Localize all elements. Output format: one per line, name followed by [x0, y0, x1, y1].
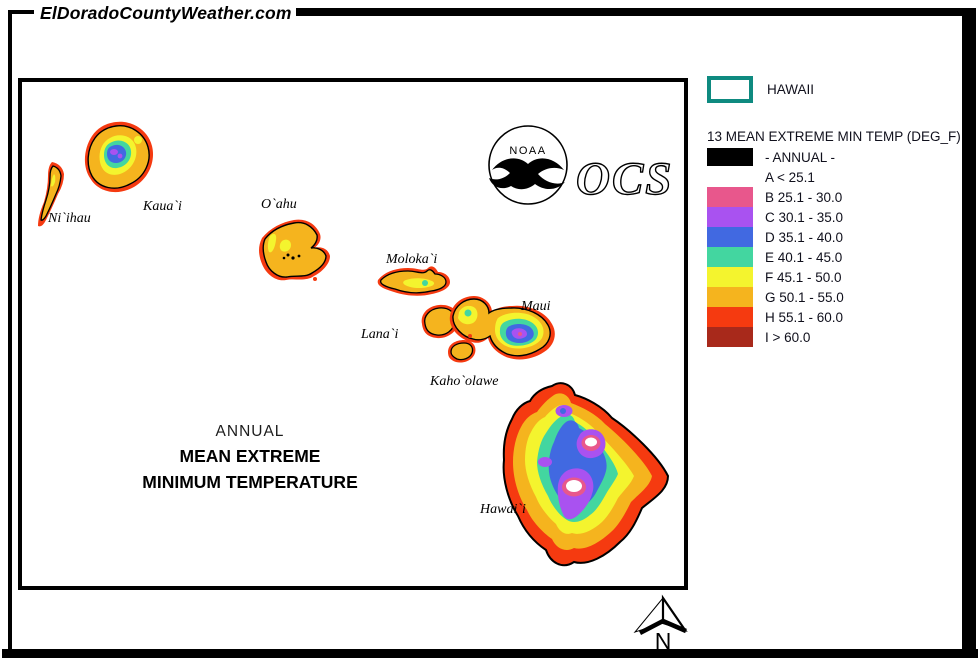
region-swatch — [707, 76, 753, 103]
island-niihau-shape — [38, 162, 64, 227]
island-oahu-shape — [259, 219, 330, 281]
island-label-oahu: O`ahu — [261, 197, 297, 212]
legend-swatch-d — [707, 227, 753, 247]
page-border-top-right-segment — [270, 8, 962, 16]
noaa-logo-text: NOAA — [509, 145, 546, 157]
legend-swatch-annual — [707, 148, 753, 166]
caption-line-min-temp: MINIMUM TEMPERATURE — [142, 472, 358, 492]
island-label-lanai: Lana`i — [361, 327, 399, 342]
legend-region-row: HAWAII — [707, 76, 814, 103]
region-label: HAWAII — [767, 82, 814, 97]
island-label-kauai: Kaua`i — [143, 199, 182, 214]
page-border-top-left-segment — [8, 10, 34, 14]
island-kauai-shape — [84, 121, 154, 193]
island-label-hawaii: Hawai`i — [480, 502, 526, 517]
legend-swatch-g — [707, 287, 753, 307]
caption-line-annual: ANNUAL — [215, 423, 285, 440]
legend-row-class-i: I > 60.0 — [707, 327, 810, 347]
island-maui-shape — [449, 296, 555, 360]
legend-label-a: A < 25.1 — [765, 169, 815, 185]
north-arrow-label: N — [655, 628, 672, 654]
legend-row-class-e: E 40.1 - 45.0 — [707, 247, 842, 267]
legend-label-e: E 40.1 - 45.0 — [765, 249, 843, 265]
noaa-logo: NOAA — [488, 125, 568, 205]
legend-label-b: B 25.1 - 30.0 — [765, 189, 843, 205]
legend-row-class-h: H 55.1 - 60.0 — [707, 307, 843, 327]
page-border-left — [8, 10, 12, 658]
caption-line-mean-extreme: MEAN EXTREME — [179, 446, 321, 466]
legend-swatch-e — [707, 247, 753, 267]
hawaii-map-panel: NOAA OCS Ni`ihau Kaua`i O`ahu Moloka`i L… — [18, 78, 688, 590]
seagull-icon — [489, 158, 565, 190]
legend-swatch-a — [707, 167, 753, 187]
island-label-niihau: Ni`ihau — [48, 211, 91, 226]
legend-swatch-h — [707, 307, 753, 327]
page-border-bottom — [2, 649, 978, 658]
island-label-maui: Maui — [521, 299, 551, 314]
legend-label-g: G 50.1 - 55.0 — [765, 289, 844, 305]
island-hawaii-shape — [502, 382, 670, 567]
legend-layer-title: 13 MEAN EXTREME MIN TEMP (DEG_F) — [707, 129, 961, 144]
legend-swatch-c — [707, 207, 753, 227]
legend-label-c: C 30.1 - 35.0 — [765, 209, 844, 225]
page-border-right — [962, 8, 976, 658]
legend-row-annual: - ANNUAL - — [707, 147, 835, 167]
legend-swatch-b — [707, 187, 753, 207]
island-molokai-shape — [377, 266, 450, 296]
island-lanai-shape — [421, 304, 460, 339]
legend-swatch-i — [707, 327, 753, 347]
legend-label-i: I > 60.0 — [765, 329, 811, 345]
legend-swatch-f — [707, 267, 753, 287]
legend-row-class-d: D 35.1 - 40.0 — [707, 227, 843, 247]
site-title[interactable]: ElDoradoCountyWeather.com — [36, 3, 296, 24]
legend-row-class-g: G 50.1 - 55.0 — [707, 287, 844, 307]
legend-label-d: D 35.1 - 40.0 — [765, 229, 844, 245]
island-kahoolawe-shape — [448, 340, 476, 363]
north-arrow: N — [633, 594, 688, 654]
legend-row-class-c: C 30.1 - 35.0 — [707, 207, 843, 227]
legend-label-f: F 45.1 - 50.0 — [765, 269, 842, 285]
map-caption: ANNUAL MEAN EXTREME MINIMUM TEMPERATURE — [100, 423, 400, 493]
legend-row-class-f: F 45.1 - 50.0 — [707, 267, 842, 287]
legend-label-annual: - ANNUAL - — [765, 149, 836, 165]
island-label-molokai: Moloka`i — [386, 252, 438, 267]
legend-label-h: H 55.1 - 60.0 — [765, 309, 844, 325]
legend-row-class-a: A < 25.1 — [707, 167, 815, 187]
legend-row-class-b: B 25.1 - 30.0 — [707, 187, 842, 207]
hawaii-map-graphic: NOAA OCS — [38, 121, 673, 567]
ocs-logo-text: OCS — [576, 153, 673, 205]
island-label-kahoolawe: Kaho`olawe — [430, 374, 499, 389]
